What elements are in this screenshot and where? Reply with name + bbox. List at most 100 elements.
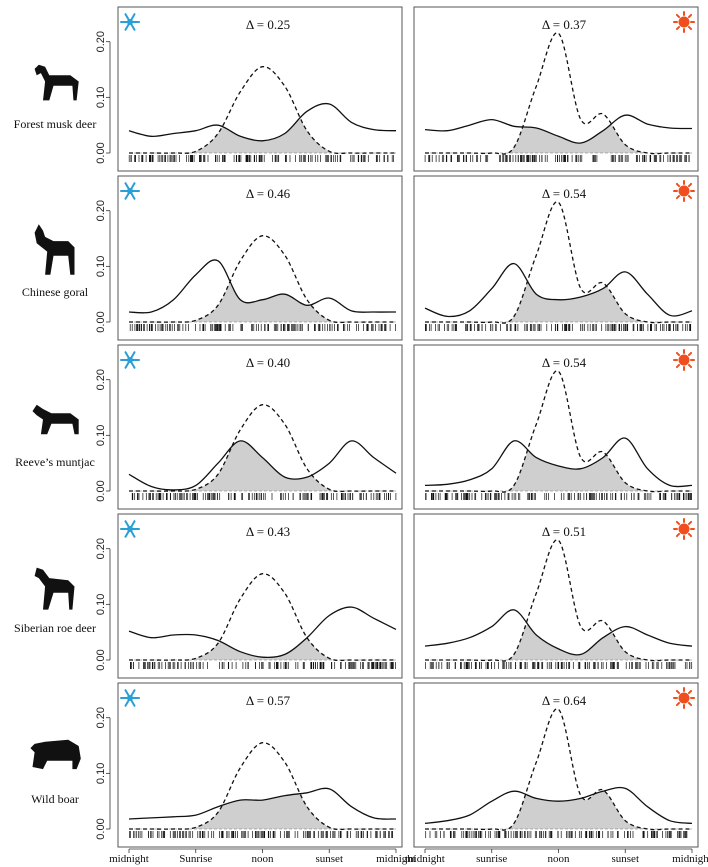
- overlap-coefficient-label: Δ = 0.43: [246, 524, 290, 539]
- series-2-curve: [129, 66, 396, 155]
- overlap-coefficient-label: Δ = 0.25: [246, 17, 290, 32]
- species-name: Siberian roe deer: [14, 621, 96, 635]
- x-tick-label: Sunrise: [179, 853, 212, 865]
- x-tick-label: sunset: [316, 853, 344, 865]
- species-name: Chinese goral: [22, 285, 89, 299]
- panel-3-1: Δ = 0.51: [413, 513, 699, 679]
- y-tick-label: 0.20: [95, 31, 107, 52]
- species-name: Wild boar: [31, 792, 79, 806]
- sun-icon: [673, 349, 695, 371]
- series-2-curve: [425, 708, 692, 831]
- panel-2-1: Δ = 0.54: [413, 344, 699, 510]
- series-2-curve: [129, 573, 396, 662]
- y-tick-label: 0.20: [95, 369, 107, 390]
- overlap-coefficient-label: Δ = 0.57: [246, 693, 291, 708]
- y-tick-label: 0.00: [95, 818, 107, 839]
- overlap-area: [129, 793, 396, 829]
- animal-silhouette-icon: [30, 739, 81, 770]
- species-row-3: Siberian roe deer: [14, 567, 96, 635]
- y-tick-label: 0.00: [95, 649, 107, 670]
- species-name: Forest musk deer: [14, 117, 97, 131]
- y-tick-label: 0.20: [95, 707, 107, 728]
- overlap-coefficient-label: Δ = 0.64: [542, 693, 587, 708]
- series-2-curve: [424, 370, 692, 493]
- species-row-2: Reeve’s muntjac: [15, 404, 95, 469]
- overlap-area: [129, 440, 396, 491]
- y-tick-label: 0.10: [95, 256, 107, 277]
- series-1-curve: [128, 259, 397, 314]
- x-axis-0: midnight Sunrise noon sunset midnight: [109, 848, 416, 865]
- species-name: Reeve’s muntjac: [15, 455, 95, 469]
- animal-silhouette-icon: [34, 64, 79, 101]
- overlap-area: [425, 282, 692, 322]
- y-tick-label: 0.00: [95, 142, 107, 163]
- species-row-4: Wild boar: [30, 739, 81, 806]
- y-tick-label: 0.00: [95, 480, 107, 501]
- species-row-1: Chinese goral: [22, 224, 89, 299]
- series-2-curve: [128, 404, 396, 493]
- panel-3-0: 0.00 0.10 0.20 Δ = 0.43: [95, 513, 403, 679]
- y-tick-label: 0.10: [95, 763, 107, 784]
- y-tick-label: 0.10: [95, 87, 107, 108]
- series-1-curve: [424, 437, 693, 488]
- x-tick-label: midnight: [672, 853, 708, 865]
- series-1-curve: [128, 606, 397, 659]
- snowflake-icon: [120, 520, 140, 538]
- series-2-curve: [425, 539, 692, 662]
- series-2-curve: [425, 201, 692, 324]
- snowflake-icon: [120, 689, 140, 707]
- sun-icon: [673, 687, 695, 709]
- animal-silhouette-icon: [32, 404, 79, 435]
- overlap-area: [425, 124, 692, 153]
- panel-0-1: Δ = 0.37: [413, 6, 699, 172]
- overlap-coefficient-label: Δ = 0.54: [542, 355, 587, 370]
- snowflake-icon: [120, 13, 140, 31]
- species-row-0: Forest musk deer: [14, 64, 97, 131]
- series-1-curve: [128, 787, 397, 820]
- animal-silhouette-icon: [34, 224, 75, 275]
- series-1-curve: [128, 440, 397, 491]
- y-tick-label: 0.10: [95, 594, 107, 615]
- y-tick-label: 0.00: [95, 311, 107, 332]
- x-tick-label: noon: [252, 853, 275, 865]
- overlap-coefficient-label: Δ = 0.46: [246, 186, 291, 201]
- sun-icon: [673, 518, 695, 540]
- overlap-area: [425, 450, 692, 491]
- x-tick-label: midnight: [405, 853, 445, 865]
- x-tick-label: midnight: [109, 853, 149, 865]
- animal-silhouette-icon: [34, 567, 75, 610]
- y-tick-label: 0.20: [95, 200, 107, 221]
- x-tick-label: sunset: [612, 853, 640, 865]
- panel-1-1: Δ = 0.54: [413, 175, 699, 341]
- x-tick-label: midnight: [376, 853, 416, 865]
- overlap-coefficient-label: Δ = 0.40: [246, 355, 290, 370]
- series-2-curve: [129, 235, 396, 324]
- panel-2-0: 0.00 0.10 0.20 Δ = 0.40: [95, 344, 403, 510]
- sun-icon: [673, 11, 695, 33]
- series-1-curve: [424, 262, 693, 318]
- overlap-area: [425, 791, 692, 829]
- series-1-curve: [424, 609, 693, 656]
- snowflake-icon: [120, 182, 140, 200]
- x-tick-label: noon: [548, 853, 571, 865]
- overlap-area: [129, 119, 396, 153]
- series-1-curve: [424, 786, 693, 825]
- series-1-curve: [128, 102, 397, 142]
- panel-4-1: Δ = 0.64: [413, 682, 699, 848]
- x-axis-1: midnight sunrise noon sunset midnight: [405, 848, 708, 865]
- sun-icon: [673, 180, 695, 202]
- snowflake-icon: [120, 351, 140, 369]
- series-2-curve: [129, 742, 396, 831]
- y-tick-label: 0.10: [95, 425, 107, 446]
- overlap-coefficient-label: Δ = 0.54: [542, 186, 587, 201]
- panel-frame: [117, 513, 403, 679]
- series-1-curve: [424, 114, 693, 144]
- panel-4-0: 0.00 0.10 0.20 Δ = 0.57: [95, 682, 403, 848]
- overlap-coefficient-label: Δ = 0.37: [542, 17, 587, 32]
- x-tick-label: sunrise: [476, 853, 507, 865]
- y-tick-label: 0.20: [95, 538, 107, 559]
- overlap-coefficient-label: Δ = 0.51: [542, 524, 586, 539]
- panel-0-0: 0.00 0.10 0.20 Δ = 0.25: [95, 6, 403, 172]
- overlap-area: [129, 283, 396, 322]
- overlap-area: [425, 624, 692, 660]
